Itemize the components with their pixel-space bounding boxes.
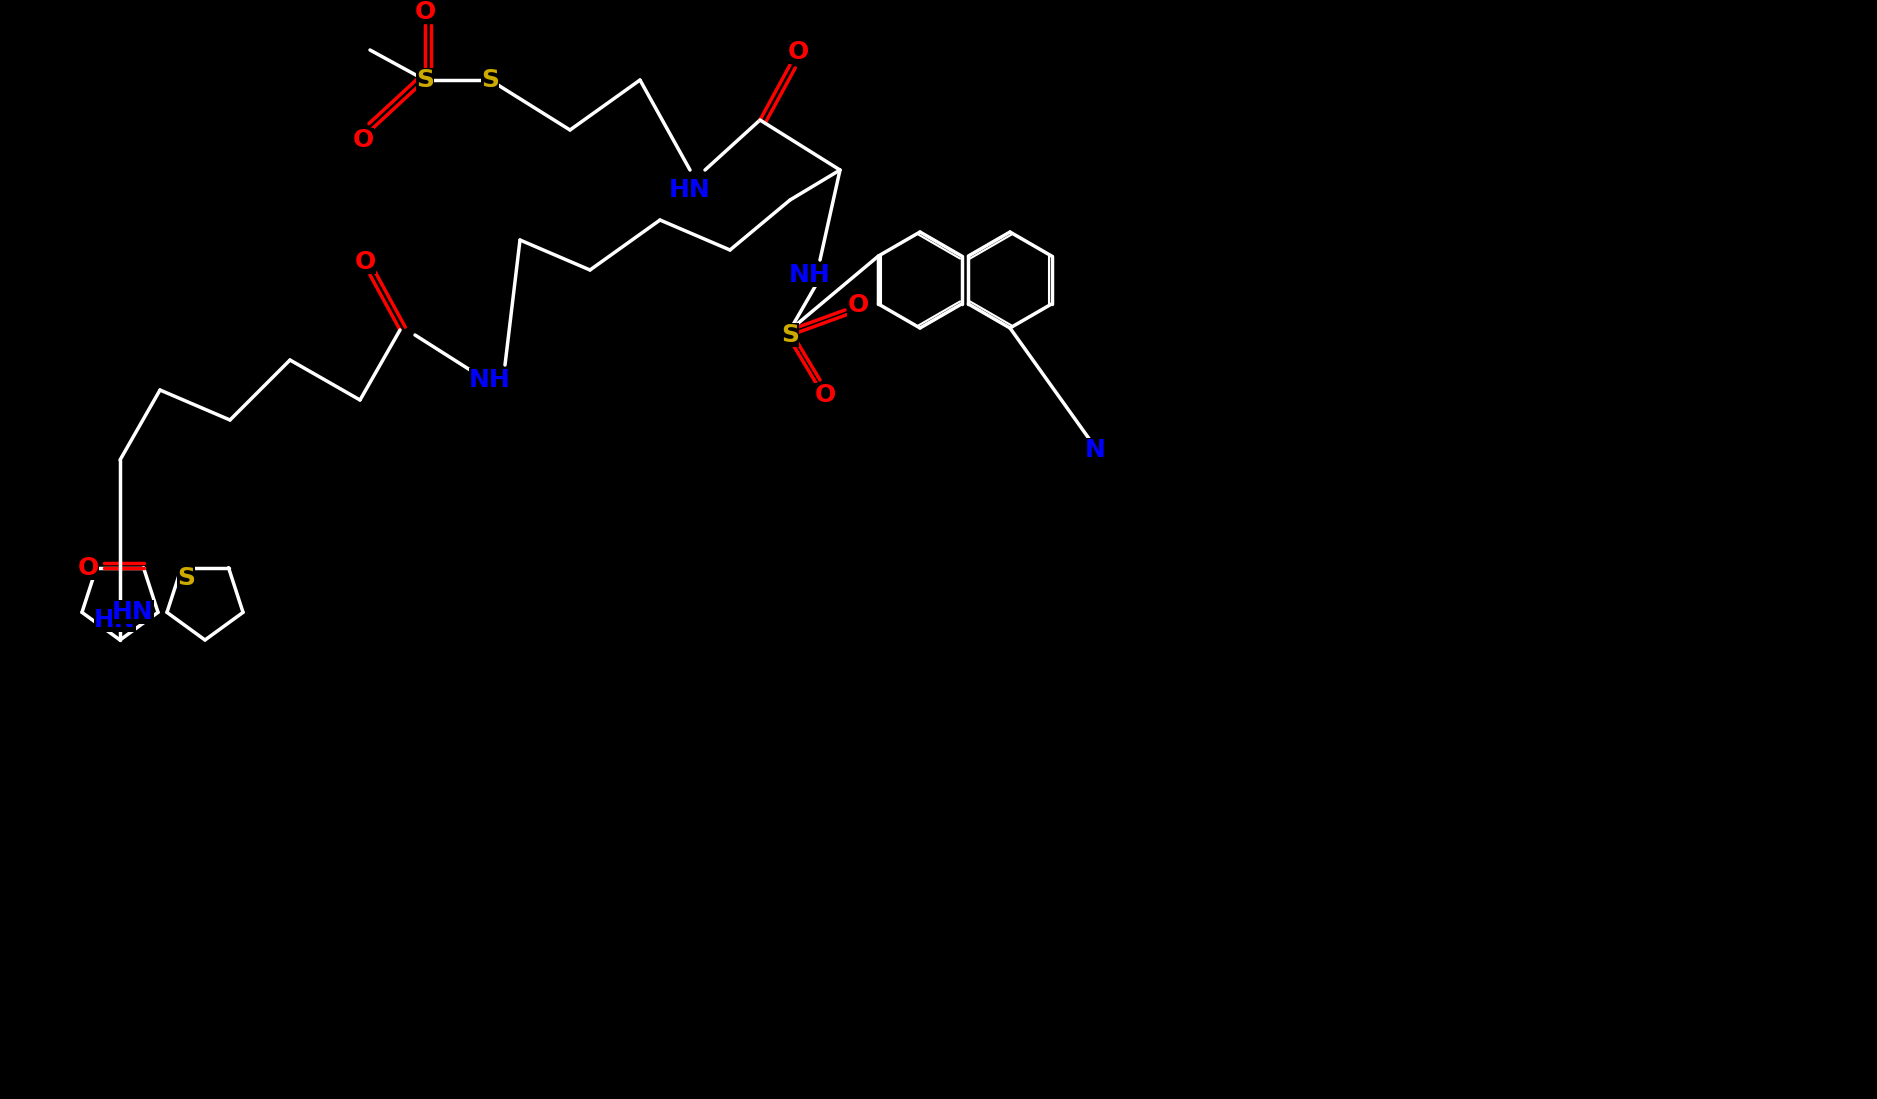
Text: NH: NH [469,368,511,392]
Text: S: S [417,68,434,92]
Text: N: N [1085,439,1106,462]
Text: NH: NH [788,263,832,287]
Text: O: O [815,382,835,407]
Text: O: O [847,293,869,317]
Text: S: S [178,566,195,590]
Text: O: O [415,0,435,24]
Text: O: O [353,127,374,152]
Text: S: S [481,68,499,92]
Text: O: O [77,556,99,579]
Text: HN: HN [668,178,711,202]
Text: O: O [355,249,375,274]
Text: HN: HN [113,600,154,624]
Text: S: S [781,323,800,347]
Text: O: O [786,40,809,64]
Text: HN: HN [94,608,135,632]
